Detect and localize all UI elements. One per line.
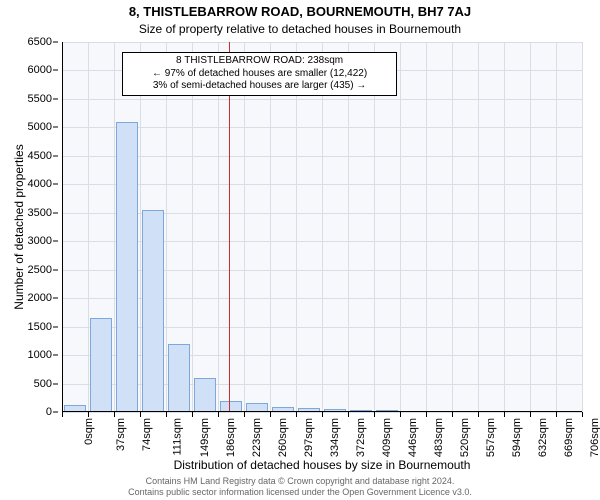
x-tick-label: 409sqm <box>381 418 393 457</box>
y-tick-mark <box>53 269 58 270</box>
chart-subtitle: Size of property relative to detached ho… <box>0 22 600 36</box>
y-tick-mark <box>53 412 58 413</box>
y-axis-line <box>62 42 63 412</box>
annotation-line: 8 THISTLEBARROW ROAD: 238sqm <box>129 55 391 68</box>
x-tick-mark <box>400 412 401 417</box>
y-axis-ticks: 0500100015002000250030003500400045005000… <box>0 42 58 412</box>
marker-line <box>229 42 230 412</box>
x-tick-label: 372sqm <box>355 418 367 457</box>
x-tick-label: 111sqm <box>171 418 183 456</box>
x-tick-label: 37sqm <box>115 418 127 451</box>
x-tick-mark <box>374 412 375 417</box>
y-tick-label: 4500 <box>28 150 52 162</box>
x-axis-label: Distribution of detached houses by size … <box>62 458 582 472</box>
y-tick-mark <box>53 212 58 213</box>
y-tick-label: 5000 <box>28 121 52 133</box>
y-tick-label: 500 <box>34 378 52 390</box>
x-tick-label: 0sqm <box>83 418 95 445</box>
y-tick-label: 1500 <box>28 321 52 333</box>
x-tick-mark <box>62 412 63 417</box>
annotation-box: 8 THISTLEBARROW ROAD: 238sqm ← 97% of de… <box>122 52 398 96</box>
x-tick-mark <box>296 412 297 417</box>
histogram-bar <box>116 122 138 412</box>
x-tick-label: 483sqm <box>433 418 445 457</box>
y-tick-mark <box>53 298 58 299</box>
y-tick-label: 3000 <box>28 235 52 247</box>
y-tick-label: 6500 <box>28 36 52 48</box>
y-tick-label: 2000 <box>28 292 52 304</box>
x-tick-label: 186sqm <box>225 418 237 457</box>
histogram-bar <box>90 318 112 412</box>
histogram-bar <box>168 344 190 412</box>
y-tick-mark <box>53 355 58 356</box>
x-tick-label: 260sqm <box>277 418 289 457</box>
y-tick-mark <box>53 70 58 71</box>
y-tick-mark <box>53 127 58 128</box>
y-tick-mark <box>53 98 58 99</box>
x-tick-mark <box>166 412 167 417</box>
annotation-line: 3% of semi-detached houses are larger (4… <box>129 80 391 93</box>
x-tick-label: 706sqm <box>589 418 600 457</box>
x-tick-mark <box>530 412 531 417</box>
bars-layer <box>62 42 582 412</box>
x-tick-label: 74sqm <box>141 418 153 451</box>
x-tick-label: 669sqm <box>563 418 575 457</box>
y-tick-mark <box>53 241 58 242</box>
x-tick-mark <box>556 412 557 417</box>
y-tick-label: 6000 <box>28 64 52 76</box>
y-tick-mark <box>53 42 58 43</box>
x-tick-mark <box>244 412 245 417</box>
x-tick-label: 334sqm <box>329 418 341 457</box>
y-tick-mark <box>53 383 58 384</box>
x-tick-mark <box>504 412 505 417</box>
x-tick-mark <box>114 412 115 417</box>
x-tick-mark <box>88 412 89 417</box>
footer: Contains HM Land Registry data © Crown c… <box>0 476 600 498</box>
x-tick-label: 149sqm <box>199 418 211 457</box>
footer-line: Contains public sector information licen… <box>0 487 600 498</box>
y-tick-label: 0 <box>46 406 52 418</box>
y-tick-label: 3500 <box>28 207 52 219</box>
x-tick-mark <box>478 412 479 417</box>
y-tick-label: 4000 <box>28 178 52 190</box>
footer-line: Contains HM Land Registry data © Crown c… <box>0 476 600 487</box>
x-tick-label: 557sqm <box>485 418 497 457</box>
x-axis-ticks: 0sqm 37sqm 74sqm 111sqm 149sqm 186sqm 223sqm 26… <box>62 412 582 460</box>
y-tick-mark <box>53 155 58 156</box>
x-tick-label: 520sqm <box>459 418 471 457</box>
x-tick-mark <box>218 412 219 417</box>
x-tick-mark <box>348 412 349 417</box>
y-tick-mark <box>53 184 58 185</box>
histogram-bar <box>194 378 216 412</box>
x-tick-label: 297sqm <box>303 418 315 457</box>
x-tick-mark <box>452 412 453 417</box>
x-tick-mark <box>426 412 427 417</box>
x-tick-label: 223sqm <box>251 418 263 457</box>
x-tick-mark <box>582 412 583 417</box>
y-tick-label: 5500 <box>28 93 52 105</box>
x-tick-mark <box>192 412 193 417</box>
plot-area: 8 THISTLEBARROW ROAD: 238sqm ← 97% of de… <box>62 42 582 412</box>
x-tick-mark <box>270 412 271 417</box>
x-tick-label: 446sqm <box>407 418 419 457</box>
gridline-v <box>582 42 583 412</box>
x-tick-mark <box>140 412 141 417</box>
x-tick-label: 594sqm <box>511 418 523 457</box>
y-tick-label: 2500 <box>28 264 52 276</box>
y-tick-label: 1000 <box>28 349 52 361</box>
x-tick-mark <box>322 412 323 417</box>
y-tick-mark <box>53 326 58 327</box>
histogram-bar <box>142 210 165 412</box>
chart-title: 8, THISTLEBARROW ROAD, BOURNEMOUTH, BH7 … <box>0 4 600 19</box>
x-tick-label: 632sqm <box>537 418 549 457</box>
annotation-line: ← 97% of detached houses are smaller (12… <box>129 68 391 81</box>
